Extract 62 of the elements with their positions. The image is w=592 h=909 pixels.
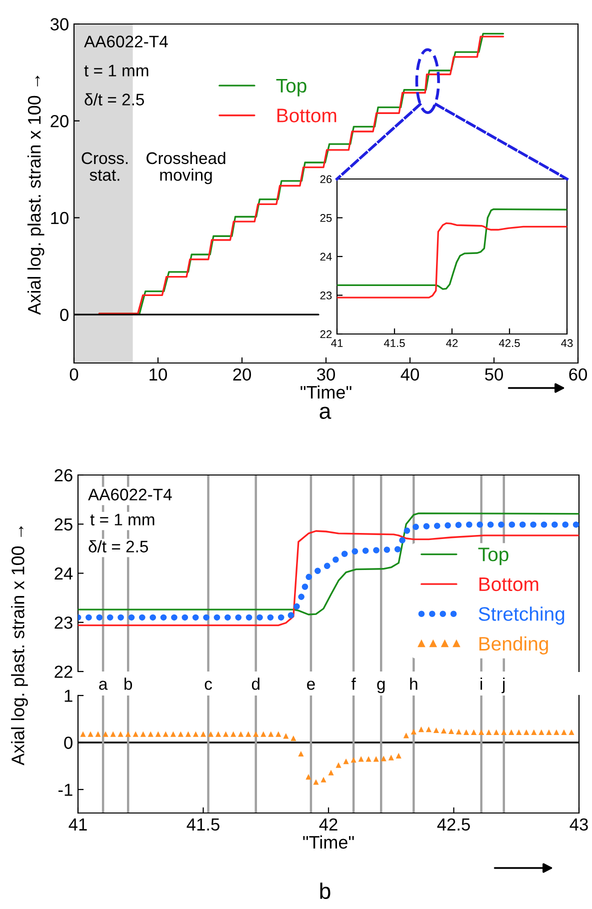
y-tick-label: 23 — [54, 616, 72, 629]
y-tick-label: 25 — [320, 214, 332, 222]
legend-label: Stretching — [478, 606, 564, 625]
y-tick-label: 25 — [54, 518, 72, 531]
annotation: δ/t = 2.5 — [88, 540, 148, 552]
x-tick-label: 20 — [233, 368, 251, 381]
ref-line-label: d — [252, 678, 260, 690]
y-tick-label: 30 — [50, 18, 68, 30]
annotation: AA6022-T4 — [84, 36, 168, 48]
y-tick-label: 22 — [320, 330, 332, 338]
x-tick-label: 40 — [400, 368, 419, 381]
y-tick-label: 0 — [60, 308, 68, 322]
legend-label: Bending — [479, 636, 548, 655]
x-tick-label: 41 — [68, 818, 87, 830]
y-tick-label: 1 — [64, 690, 72, 702]
ref-line-label: a — [99, 680, 108, 690]
x-tick-label: 42 — [319, 818, 338, 830]
ref-line-label: c — [204, 680, 212, 690]
x-tick-label: 43 — [561, 339, 573, 348]
annotation: Cross. stat. — [82, 152, 128, 181]
x-tick-label: 42.5 — [437, 818, 470, 831]
y-tick-label: 24 — [54, 567, 73, 580]
x-tick-label: 43 — [570, 818, 588, 831]
annotation: t = 1 mm — [84, 64, 148, 76]
ref-line-label: h — [410, 678, 418, 690]
y-tick-label: 22 — [54, 666, 72, 678]
text: a — [320, 406, 332, 419]
x-axis-title: "Time" — [303, 835, 354, 849]
x-tick-label: 41.5 — [384, 339, 405, 348]
legend-label: Top — [276, 79, 306, 96]
x-tick-label: 50 — [485, 368, 503, 381]
y-axis-title: Axial log. plast. strain x 100 → — [11, 526, 28, 766]
x-tick-label: 60 — [569, 368, 587, 381]
text: b — [320, 882, 330, 899]
x-tick-label: 42 — [446, 339, 458, 347]
ref-line-label: e — [307, 680, 315, 690]
y-tick-label: 0 — [64, 736, 72, 749]
x-tick-label: 10 — [150, 368, 167, 381]
y-tick-label: 24 — [320, 252, 332, 261]
annotation: t = 1 mm — [90, 514, 154, 526]
y-tick-label: 26 — [54, 469, 72, 482]
x-tick-label: 41 — [331, 339, 343, 347]
x-tick-label: 41.5 — [186, 818, 220, 831]
legend-label: Bottom — [479, 578, 538, 592]
ref-line-label: g — [377, 680, 385, 694]
ref-line-label: f — [351, 678, 356, 690]
y-axis-title: Axial log. plast. strain x 100 → — [27, 76, 44, 315]
legend-label: Top — [478, 548, 508, 566]
ref-line-label: j — [502, 678, 505, 694]
legend-label: Bottom — [277, 108, 336, 122]
ref-line-label: i — [480, 678, 482, 690]
annotation: AA6022-T4 — [88, 488, 172, 500]
y-tick-label: 10 — [51, 212, 68, 224]
y-tick-label: -1 — [58, 784, 72, 796]
x-tick-label: 42.5 — [498, 339, 520, 348]
annotation: Crosshead moving — [146, 152, 226, 184]
y-tick-label: 23 — [320, 292, 332, 300]
y-tick-label: 26 — [320, 175, 332, 184]
x-axis-title: "Time" — [300, 385, 352, 399]
annotation: δ/t = 2.5 — [84, 93, 144, 106]
y-tick-label: 20 — [50, 115, 68, 128]
ref-line-label: b — [124, 678, 132, 690]
